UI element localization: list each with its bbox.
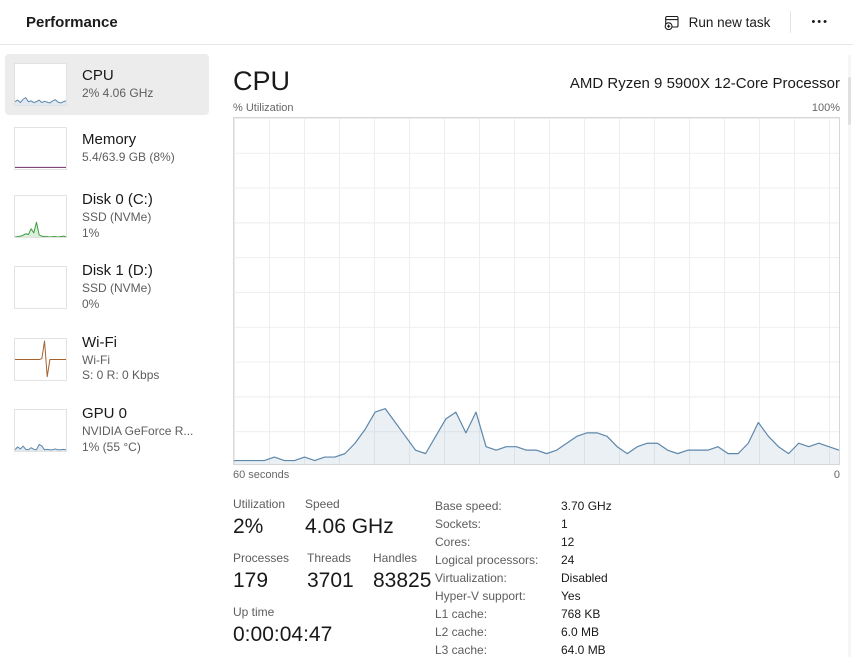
x-axis-right-label: 0 <box>833 469 840 481</box>
sidebar-item-disk1[interactable]: Disk 1 (D:) SSD (NVMe) 0% <box>5 253 209 321</box>
page-title: Performance <box>26 13 118 31</box>
memory-mini-chart <box>14 127 67 170</box>
stat-threads: Threads 3701 <box>307 551 354 593</box>
disk1-mini-chart <box>14 266 67 310</box>
stat-uptime: Up time 0:00:04:47 <box>233 605 333 647</box>
sidebar-item-title: GPU 0 <box>82 405 128 423</box>
spec-value: 3.70 GHz <box>561 499 612 513</box>
gpu0-mini-chart <box>14 408 67 452</box>
cpu-detail-panel: CPU AMD Ryzen 9 5900X 12-Core Processor … <box>215 45 853 666</box>
cpu-spec-list: Base speed: 3.70 GHz Sockets: 1 Cores: 12 L… <box>435 497 612 659</box>
sidebar-item-stats: 2% 4.06 GHz <box>82 85 154 100</box>
run-new-task-label: Run new task <box>688 14 771 30</box>
window-plus-icon <box>664 14 680 30</box>
sidebar-item-cpu[interactable]: CPU 2% 4.06 GHz <box>5 54 209 115</box>
sidebar-item-gpu0[interactable]: GPU 0 NVIDIA GeForce R... 1% (55 °C) <box>5 396 209 464</box>
sidebar-item-stats: 1% <box>82 225 100 240</box>
more-options-button[interactable]: ••• <box>801 8 839 36</box>
sidebar-item-stats: 5.4/63.9 GB (8%) <box>82 149 175 164</box>
spec-value: 24 <box>561 553 575 567</box>
stat-speed: Speed 4.06 GHz <box>305 497 394 538</box>
cpu-utilization-chart-svg <box>234 408 839 464</box>
spec-value: 6.0 MB <box>561 625 600 639</box>
disk0-mini-chart <box>14 194 67 238</box>
y-axis-label: % Utilization <box>233 102 294 114</box>
run-new-task-button[interactable]: Run new task <box>654 8 781 36</box>
sidebar-item-stats: 0% <box>82 296 100 311</box>
sidebar-item-type: SSD (NVMe) <box>82 209 152 224</box>
spec-value: 12 <box>561 535 575 549</box>
stat-handles: Handles 83825 <box>373 551 432 593</box>
sidebar-item-disk0[interactable]: Disk 0 (C:) SSD (NVMe) 1% <box>5 182 209 250</box>
spec-value: 64.0 MB <box>561 643 606 657</box>
header-divider <box>790 11 792 33</box>
wifi-mini-chart <box>14 337 67 381</box>
cpu-title: CPU <box>233 66 291 96</box>
processor-name: AMD Ryzen 9 5900X 12-Core Processor <box>569 75 840 92</box>
spec-label: L3 cache: <box>435 643 488 657</box>
app-header: Performance Run new task ••• <box>0 0 853 45</box>
spec-label: L2 cache: <box>435 625 488 639</box>
stat-processes: Processes 179 <box>233 551 290 593</box>
spec-label: Hyper-V support: <box>435 589 526 603</box>
content-area: CPU 2% 4.06 GHz Memory 5.4/63.9 GB (8%) … <box>0 45 853 666</box>
spec-label: Cores: <box>435 535 471 549</box>
scrollbar-thumb[interactable] <box>848 77 851 125</box>
scrollbar-track[interactable] <box>848 55 851 657</box>
sidebar-item-title: Disk 1 (D:) <box>82 262 153 280</box>
spec-label: Sockets: <box>435 517 482 531</box>
spec-value: 1 <box>561 517 568 531</box>
spec-value: Disabled <box>561 571 608 585</box>
spec-value: Yes <box>561 589 581 603</box>
sidebar-item-memory[interactable]: Memory 5.4/63.9 GB (8%) <box>5 118 209 179</box>
cpu-stats: Utilization 2% Speed 4.06 GHz Processes … <box>233 497 840 659</box>
sidebar-item-stats: 1% (55 °C) <box>82 439 141 454</box>
sidebar-item-wifi[interactable]: Wi-Fi Wi-Fi S: 0 R: 0 Kbps <box>5 325 209 393</box>
stat-utilization: Utilization 2% <box>233 497 286 538</box>
header-actions: Run new task ••• <box>654 8 839 36</box>
sidebar-item-title: Memory <box>82 131 137 149</box>
ellipsis-icon: ••• <box>811 16 829 28</box>
sidebar-item-type: SSD (NVMe) <box>82 281 152 296</box>
spec-value: 768 KB <box>561 607 601 621</box>
sidebar-item-type: Wi-Fi <box>82 352 110 367</box>
scrollbar[interactable] <box>848 55 851 657</box>
sidebar-item-title: Wi-Fi <box>82 333 117 351</box>
spec-label: Virtualization: <box>435 571 507 585</box>
x-axis-left-label: 60 seconds <box>233 469 290 481</box>
spec-label: Logical processors: <box>435 553 539 567</box>
performance-sidebar: CPU 2% 4.06 GHz Memory 5.4/63.9 GB (8%) … <box>0 45 215 666</box>
sidebar-item-title: CPU <box>82 67 114 85</box>
cpu-utilization-chart[interactable] <box>233 117 840 465</box>
sidebar-item-title: Disk 0 (C:) <box>82 191 153 208</box>
spec-label: Base speed: <box>435 499 502 513</box>
sidebar-item-type: NVIDIA GeForce R... <box>82 423 194 438</box>
sidebar-item-stats: S: 0 R: 0 Kbps <box>82 368 160 383</box>
spec-label: L1 cache: <box>435 607 488 621</box>
cpu-mini-chart <box>14 63 67 106</box>
y-axis-max: 100% <box>811 102 840 114</box>
